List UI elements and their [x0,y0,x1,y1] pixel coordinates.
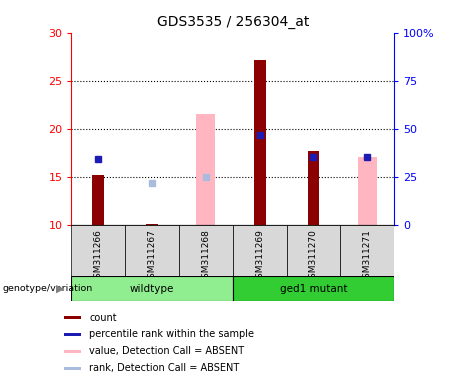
Text: rank, Detection Call = ABSENT: rank, Detection Call = ABSENT [89,363,239,373]
Text: GSM311271: GSM311271 [363,229,372,284]
Text: wildtype: wildtype [130,284,174,294]
Bar [254,61,266,225]
Text: GSM311266: GSM311266 [94,229,103,284]
Bar [287,225,340,276]
Bar [196,114,215,225]
Bar [233,276,394,301]
Text: GSM311270: GSM311270 [309,229,318,284]
Bar [233,225,287,276]
Text: genotype/variation: genotype/variation [2,285,93,293]
Bar [65,316,81,319]
Bar [146,224,158,225]
Bar [65,367,81,370]
Text: ged1 mutant: ged1 mutant [280,284,347,294]
Bar [65,350,81,353]
Title: GDS3535 / 256304_at: GDS3535 / 256304_at [157,15,309,29]
Bar [65,333,81,336]
Bar [340,225,394,276]
Bar [125,225,179,276]
Bar [71,225,125,276]
Bar [307,151,319,225]
Text: percentile rank within the sample: percentile rank within the sample [89,329,254,339]
Bar [92,175,104,225]
Text: GSM311269: GSM311269 [255,229,264,284]
Text: GSM311268: GSM311268 [201,229,210,284]
Text: GSM311267: GSM311267 [148,229,157,284]
Text: value, Detection Call = ABSENT: value, Detection Call = ABSENT [89,346,244,356]
Bar [358,157,377,225]
Text: ▶: ▶ [56,284,64,294]
Text: count: count [89,313,117,323]
Bar [71,276,233,301]
Bar [179,225,233,276]
